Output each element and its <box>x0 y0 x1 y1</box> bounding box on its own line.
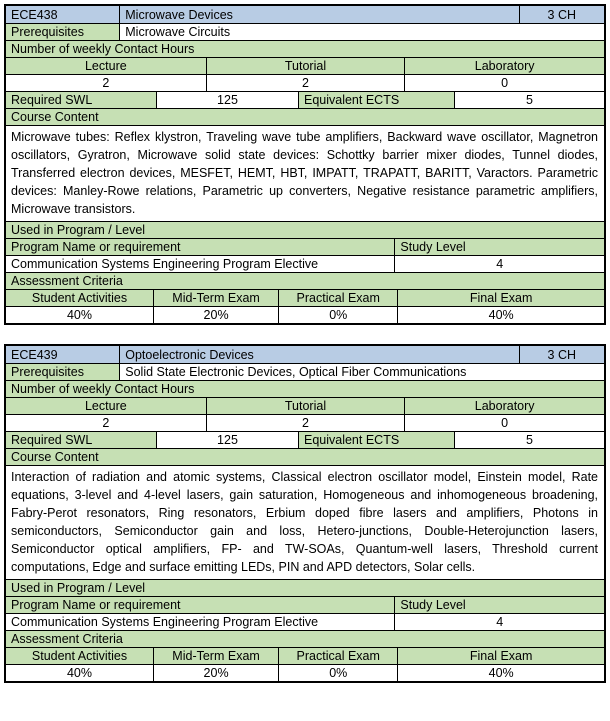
assessment-values-row: 40% 20% 0% 40% <box>6 306 604 323</box>
equivalent-ects-value: 5 <box>453 91 604 108</box>
lecture-label: Lecture <box>6 397 206 414</box>
final-exam-value: 40% <box>397 306 604 323</box>
swl-ects-row: Required SWL 125 Equivalent ECTS 5 <box>6 91 604 108</box>
mid-term-exam-value: 20% <box>152 306 279 323</box>
course-header-row: ECE439 Optoelectronic Devices 3 CH <box>6 346 604 363</box>
study-level-label: Study Level <box>394 238 604 255</box>
course-table-ece438: ECE438 Microwave Devices 3 CH Prerequisi… <box>4 4 606 325</box>
course-content-text: Microwave tubes: Reflex klystron, Travel… <box>6 125 604 221</box>
tutorial-label: Tutorial <box>205 397 405 414</box>
lecture-label: Lecture <box>6 57 206 74</box>
contact-hours-values-row: 2 2 0 <box>6 414 604 431</box>
equivalent-ects-label: Equivalent ECTS <box>297 431 454 448</box>
credit-hours-cell: 3 CH <box>518 6 604 23</box>
assessment-criteria-header: Assessment Criteria <box>6 272 604 289</box>
study-level-value: 4 <box>394 613 604 630</box>
required-swl-label: Required SWL <box>6 431 156 448</box>
program-labels-row: Program Name or requirement Study Level <box>6 238 604 255</box>
student-activities-value: 40% <box>6 664 153 681</box>
used-in-program-row: Used in Program / Level <box>6 579 604 596</box>
practical-exam-label: Practical Exam <box>278 647 398 664</box>
assessment-header-row: Assessment Criteria <box>6 272 604 289</box>
contact-hours-header-row: Number of weekly Contact Hours <box>6 380 604 397</box>
course-content-header-row: Course Content <box>6 448 604 465</box>
mid-term-exam-label: Mid-Term Exam <box>152 647 279 664</box>
laboratory-label: Laboratory <box>404 397 604 414</box>
final-exam-value: 40% <box>397 664 604 681</box>
program-values-row: Communication Systems Engineering Progra… <box>6 613 604 630</box>
prerequisites-label: Prerequisites <box>6 23 120 40</box>
mid-term-exam-value: 20% <box>152 664 279 681</box>
study-level-value: 4 <box>394 255 604 272</box>
required-swl-value: 125 <box>155 91 298 108</box>
contact-hours-header: Number of weekly Contact Hours <box>6 380 604 397</box>
final-exam-label: Final Exam <box>397 647 604 664</box>
tutorial-hours-value: 2 <box>205 74 405 91</box>
practical-exam-label: Practical Exam <box>278 289 398 306</box>
tutorial-hours-value: 2 <box>205 414 405 431</box>
course-content-row: Interaction of radiation and atomic syst… <box>6 465 604 579</box>
laboratory-label: Laboratory <box>404 57 604 74</box>
assessment-labels-row: Student Activities Mid-Term Exam Practic… <box>6 647 604 664</box>
course-header-row: ECE438 Microwave Devices 3 CH <box>6 6 604 23</box>
contact-hours-labels-row: Lecture Tutorial Laboratory <box>6 397 604 414</box>
laboratory-hours-value: 0 <box>404 414 604 431</box>
assessment-header-row: Assessment Criteria <box>6 630 604 647</box>
course-content-row: Microwave tubes: Reflex klystron, Travel… <box>6 125 604 221</box>
program-name-value: Communication Systems Engineering Progra… <box>6 255 395 272</box>
required-swl-label: Required SWL <box>6 91 156 108</box>
course-table-ece439: ECE439 Optoelectronic Devices 3 CH Prere… <box>4 344 606 683</box>
contact-hours-labels-row: Lecture Tutorial Laboratory <box>6 57 604 74</box>
credit-hours-cell: 3 CH <box>518 346 604 363</box>
assessment-values-row: 40% 20% 0% 40% <box>6 664 604 681</box>
program-name-label: Program Name or requirement <box>6 238 395 255</box>
program-labels-row: Program Name or requirement Study Level <box>6 596 604 613</box>
contact-hours-header-row: Number of weekly Contact Hours <box>6 40 604 57</box>
student-activities-label: Student Activities <box>6 647 153 664</box>
program-name-label: Program Name or requirement <box>6 596 395 613</box>
assessment-criteria-header: Assessment Criteria <box>6 630 604 647</box>
course-content-header: Course Content <box>6 108 604 125</box>
student-activities-label: Student Activities <box>6 289 153 306</box>
swl-ects-row: Required SWL 125 Equivalent ECTS 5 <box>6 431 604 448</box>
equivalent-ects-label: Equivalent ECTS <box>297 91 454 108</box>
prerequisites-value: Microwave Circuits <box>119 23 604 40</box>
study-level-label: Study Level <box>394 596 604 613</box>
program-name-value: Communication Systems Engineering Progra… <box>6 613 395 630</box>
prerequisites-label: Prerequisites <box>6 363 120 380</box>
laboratory-hours-value: 0 <box>404 74 604 91</box>
lecture-hours-value: 2 <box>6 414 206 431</box>
used-in-program-header: Used in Program / Level <box>6 579 604 596</box>
student-activities-value: 40% <box>6 306 153 323</box>
course-code-cell: ECE438 <box>6 6 120 23</box>
assessment-labels-row: Student Activities Mid-Term Exam Practic… <box>6 289 604 306</box>
course-content-header: Course Content <box>6 448 604 465</box>
practical-exam-value: 0% <box>278 664 398 681</box>
mid-term-exam-label: Mid-Term Exam <box>152 289 279 306</box>
contact-hours-header: Number of weekly Contact Hours <box>6 40 604 57</box>
tutorial-label: Tutorial <box>205 57 405 74</box>
course-content-text: Interaction of radiation and atomic syst… <box>6 465 604 579</box>
required-swl-value: 125 <box>155 431 298 448</box>
course-title-cell: Microwave Devices <box>119 6 519 23</box>
lecture-hours-value: 2 <box>6 74 206 91</box>
program-values-row: Communication Systems Engineering Progra… <box>6 255 604 272</box>
course-code-cell: ECE439 <box>6 346 120 363</box>
course-title-cell: Optoelectronic Devices <box>119 346 519 363</box>
prerequisites-value: Solid State Electronic Devices, Optical … <box>119 363 604 380</box>
equivalent-ects-value: 5 <box>453 431 604 448</box>
prerequisites-row: Prerequisites Microwave Circuits <box>6 23 604 40</box>
prerequisites-row: Prerequisites Solid State Electronic Dev… <box>6 363 604 380</box>
course-content-header-row: Course Content <box>6 108 604 125</box>
practical-exam-value: 0% <box>278 306 398 323</box>
contact-hours-values-row: 2 2 0 <box>6 74 604 91</box>
document-page: ECE438 Microwave Devices 3 CH Prerequisi… <box>4 4 606 683</box>
used-in-program-row: Used in Program / Level <box>6 221 604 238</box>
used-in-program-header: Used in Program / Level <box>6 221 604 238</box>
final-exam-label: Final Exam <box>397 289 604 306</box>
